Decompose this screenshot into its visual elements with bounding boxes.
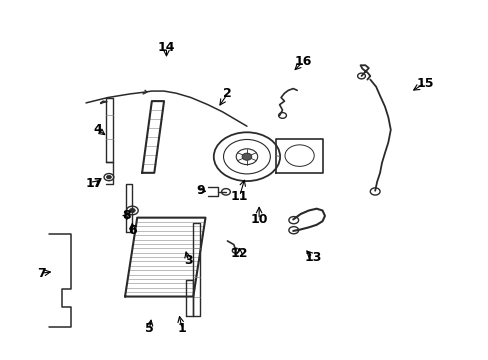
Text: 17: 17 [86, 177, 103, 190]
Circle shape [106, 175, 111, 179]
Text: 5: 5 [145, 322, 154, 335]
Text: 12: 12 [230, 247, 248, 260]
Text: 13: 13 [304, 251, 321, 264]
Text: 4: 4 [94, 123, 102, 136]
Text: 14: 14 [158, 41, 175, 54]
Text: 9: 9 [196, 184, 204, 197]
Text: 7: 7 [37, 267, 45, 280]
Text: 6: 6 [128, 224, 136, 237]
Circle shape [242, 153, 251, 160]
Circle shape [129, 208, 135, 213]
Text: 2: 2 [223, 87, 231, 100]
Text: 15: 15 [415, 77, 433, 90]
Text: 10: 10 [250, 213, 267, 226]
Text: 16: 16 [294, 55, 311, 68]
Text: 11: 11 [230, 190, 248, 203]
Text: 1: 1 [177, 322, 186, 335]
Text: 8: 8 [122, 210, 131, 222]
Text: 3: 3 [184, 254, 192, 267]
